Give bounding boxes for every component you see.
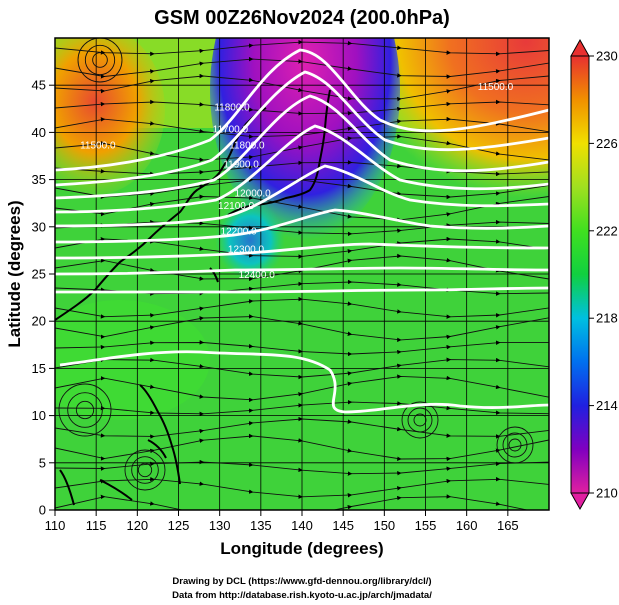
- x-tick-label: 160: [456, 518, 478, 533]
- contour-label: 12000.0: [235, 189, 272, 200]
- colorbar-tick-label: 210: [596, 486, 618, 501]
- x-tick-label: 125: [168, 518, 190, 533]
- streamline-vortex: [131, 456, 159, 484]
- y-tick-label: 35: [32, 172, 46, 187]
- y-tick-label: 20: [32, 314, 46, 329]
- height-contours: [55, 48, 549, 414]
- x-tick-label: 130: [209, 518, 231, 533]
- colorbar-ticks: 230 226 222 218 214 210: [589, 49, 618, 501]
- streamline-vortex: [77, 38, 123, 83]
- colorbar-tick-label: 214: [596, 398, 618, 413]
- y-tick-label: 25: [32, 267, 46, 282]
- colorbar-tick-label: 230: [596, 49, 618, 64]
- colorbar-tick-label: 222: [596, 223, 618, 238]
- y-axis: 0 5 10 15 20 25 30 35 40 45: [32, 78, 55, 518]
- streamline: [55, 459, 549, 476]
- streamline-vortex: [75, 400, 95, 420]
- streamline: [55, 314, 549, 343]
- x-tick-label: 165: [497, 518, 519, 533]
- streamline-vortex: [58, 383, 112, 437]
- streamline-vortex: [413, 413, 427, 427]
- streamline-vortex: [84, 44, 116, 76]
- streamline: [55, 73, 549, 102]
- map-panel: 11500.0 11500.0 11800.0 11700.0 11800.0 11900…: [55, 38, 549, 510]
- cool-spot: [215, 200, 285, 280]
- contour-labels: 11500.0 11500.0 11800.0 11700.0 11800.0 11900…: [80, 82, 514, 281]
- streamline-vortex: [92, 52, 108, 68]
- streamline: [55, 219, 549, 237]
- x-axis-label: Longitude (degrees): [220, 539, 383, 558]
- contour-label: 11700.0: [213, 124, 249, 135]
- streamline-vortex: [124, 449, 166, 491]
- streamlines: [55, 38, 549, 510]
- colorbar-max-triangle: [570, 38, 590, 57]
- y-tick-label: 0: [39, 503, 46, 518]
- x-tick-label: 140: [291, 518, 313, 533]
- x-tick-label: 150: [373, 518, 395, 533]
- streamline-vortex: [502, 432, 528, 458]
- colorbar-min-triangle: [570, 492, 590, 511]
- x-tick-label: 155: [415, 518, 437, 533]
- warm-region-west: [55, 38, 165, 195]
- y-tick-label: 5: [39, 455, 46, 470]
- credit-data: Data from http://database.rish.kyoto-u.a…: [172, 590, 432, 601]
- y-tick-label: 45: [32, 78, 46, 93]
- contour-label: 11800.0: [229, 140, 265, 151]
- streamline: [55, 160, 549, 177]
- y-tick-label: 40: [32, 125, 46, 140]
- streamline: [55, 134, 549, 163]
- colorbar-scale: [570, 55, 590, 494]
- streamline: [55, 340, 549, 357]
- streamline-vortex: [508, 438, 522, 452]
- contour-label: 12100.0: [218, 201, 255, 212]
- x-tick-label: 145: [332, 518, 354, 533]
- streamline: [55, 433, 549, 462]
- x-tick-label: 110: [45, 518, 66, 533]
- colorbar-tick-label: 226: [596, 136, 618, 151]
- x-tick-label: 115: [86, 518, 107, 533]
- credit-drawing: Drawing by DCL (https://www.gfd-dennou.o…: [172, 576, 431, 587]
- streamline: [55, 99, 549, 116]
- contour-label: 11900.0: [223, 159, 259, 170]
- y-axis-label: Latitude (degrees): [5, 200, 24, 347]
- streamline: [55, 494, 530, 510]
- y-tick-label: 15: [32, 361, 46, 376]
- streamline: [55, 39, 549, 57]
- colorbar-tick-label: 218: [596, 311, 618, 326]
- chart-title: GSM 00Z26Nov2024 (200.0hPa): [154, 7, 450, 29]
- contour-label: 12300.0: [228, 244, 265, 255]
- streamline: [55, 374, 549, 403]
- streamline-vortex: [496, 426, 534, 464]
- x-tick-label: 120: [126, 518, 148, 533]
- colorbar: 230 226 222 218 214 210: [570, 38, 618, 511]
- contour-label: 11500.0: [80, 140, 116, 151]
- y-tick-label: 10: [32, 408, 46, 423]
- streamline-vortex: [407, 407, 433, 433]
- streamline: [55, 194, 549, 223]
- streamline-vortex: [67, 392, 103, 428]
- contour-label: 11800.0: [214, 103, 250, 114]
- x-tick-label: 135: [250, 518, 272, 533]
- streamline: [55, 399, 549, 417]
- contour-label: 12200.0: [221, 226, 258, 237]
- y-tick-label: 30: [32, 219, 46, 234]
- streamline-vortex: [401, 401, 439, 439]
- streamline-vortex: [137, 462, 153, 478]
- contour-label: 12400.0: [239, 270, 276, 281]
- contour-label: 11500.0: [478, 82, 514, 93]
- x-axis: 110 115 120 125 130 135 140 145 150 155 160 165: [45, 510, 519, 533]
